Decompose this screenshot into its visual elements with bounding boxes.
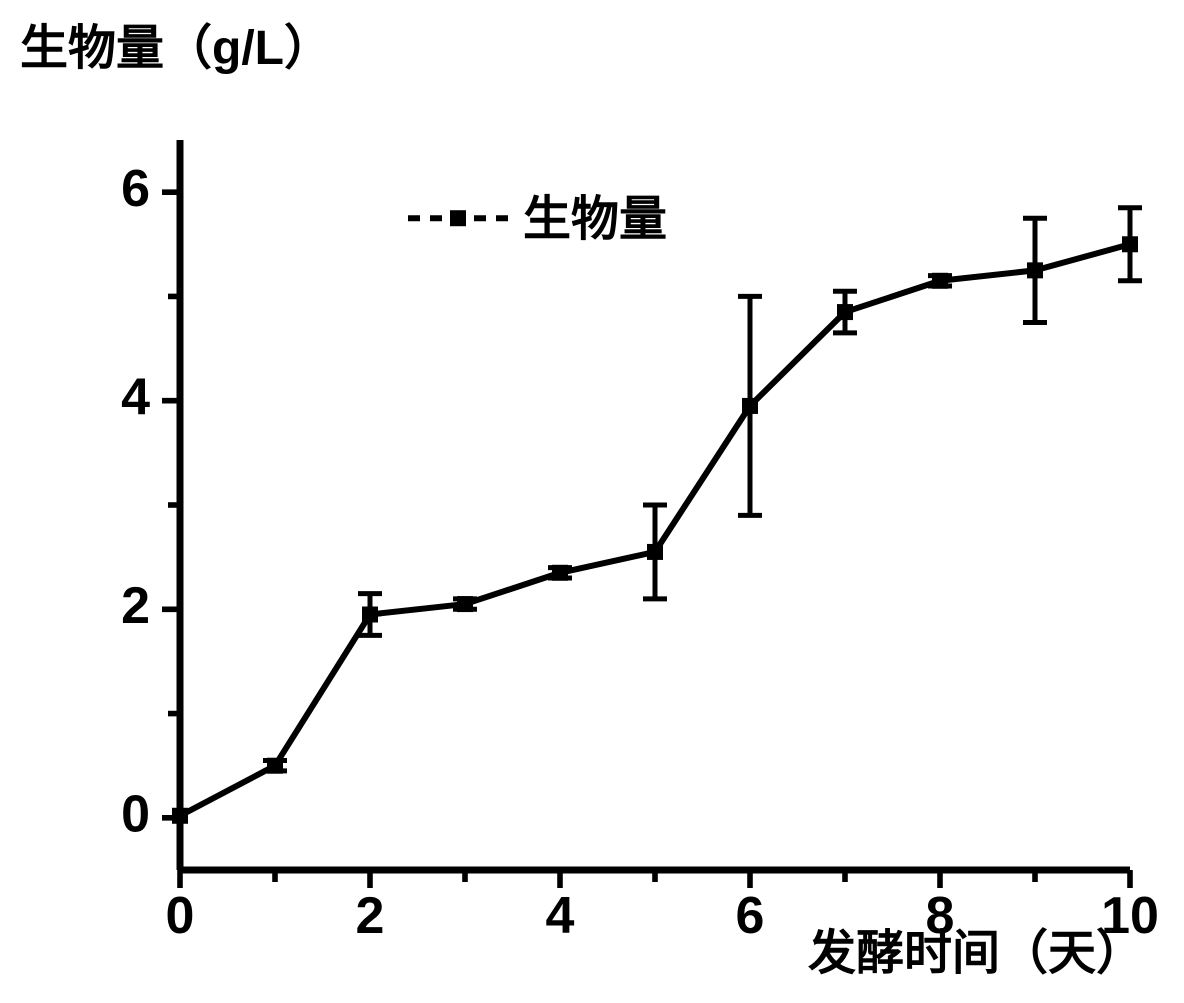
chart-canvas: 生物量（g/L） 发酵时间（天） 02468100246生物量 (0, 0, 1184, 1003)
x-tick-label: 0 (166, 887, 195, 945)
y-tick-label: 6 (121, 160, 150, 218)
marker-square (552, 565, 568, 581)
marker-square (837, 304, 853, 320)
x-tick-label: 2 (356, 887, 385, 945)
legend: 生物量 (408, 193, 667, 246)
x-tick-label: 4 (546, 887, 575, 945)
marker-square (1122, 236, 1138, 252)
marker-square (267, 758, 283, 774)
x-tick-label: 8 (926, 887, 955, 945)
marker-square (172, 808, 188, 824)
x-tick-label: 6 (736, 887, 765, 945)
marker-square (362, 607, 378, 623)
y-tick-label: 4 (121, 368, 150, 426)
marker-square (932, 273, 948, 289)
legend-label-text: 生物量 (523, 193, 667, 246)
marker-square (457, 596, 473, 612)
y-tick-label: 2 (121, 577, 150, 635)
x-tick-label: 10 (1101, 887, 1159, 945)
marker-square (647, 544, 663, 560)
chart-svg: 0 2 4 6 8 10 0 2 4 6 生物量 (0, 0, 1184, 1003)
legend-marker (450, 210, 466, 226)
y-tick-label: 0 (121, 786, 150, 844)
marker-square (742, 398, 758, 414)
marker-square (1027, 262, 1043, 278)
